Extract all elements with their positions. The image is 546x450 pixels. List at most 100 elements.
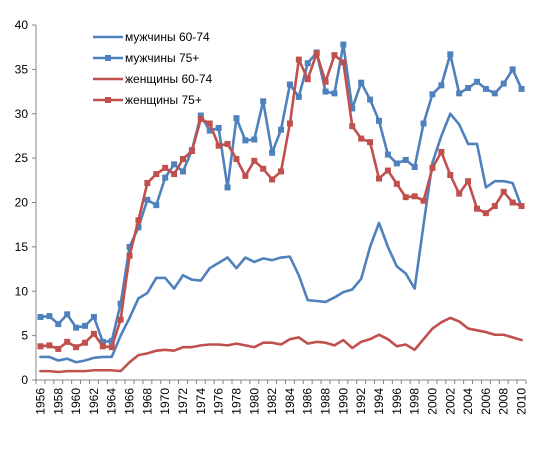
x-tick-label: 2000 xyxy=(425,388,439,415)
data-point xyxy=(500,188,507,195)
y-tick-label: 15 xyxy=(15,240,29,254)
x-tick-label: 1982 xyxy=(265,388,279,415)
x-tick-label: 1968 xyxy=(140,388,154,415)
data-point xyxy=(251,136,258,143)
data-point xyxy=(447,171,454,178)
series-3 xyxy=(39,316,523,374)
data-point xyxy=(233,156,240,163)
data-point xyxy=(367,139,374,146)
data-point xyxy=(260,165,267,172)
data-point xyxy=(286,120,293,127)
data-point xyxy=(358,79,365,86)
data-point xyxy=(99,338,106,345)
data-point xyxy=(269,176,276,183)
data-point xyxy=(393,160,400,167)
data-point xyxy=(482,210,489,217)
data-point xyxy=(180,168,186,175)
x-tick-label: 2006 xyxy=(479,388,493,415)
data-point xyxy=(126,243,133,250)
data-point xyxy=(144,179,151,186)
data-point xyxy=(420,197,427,204)
data-point xyxy=(376,117,382,124)
data-point xyxy=(331,52,338,59)
data-point xyxy=(313,50,320,57)
series-4 xyxy=(37,50,525,352)
x-tick-label: 1978 xyxy=(229,388,243,415)
x-tick-label: 1970 xyxy=(158,388,172,415)
data-point xyxy=(420,120,427,127)
data-point xyxy=(117,300,124,307)
data-point xyxy=(278,168,284,175)
legend-swatch-marker xyxy=(105,97,111,103)
data-point xyxy=(242,172,249,179)
data-point xyxy=(215,124,222,131)
y-tick-label: 10 xyxy=(15,284,29,298)
data-point xyxy=(162,174,169,181)
data-point xyxy=(73,344,80,351)
legend-label: женщины 75+ xyxy=(125,93,202,107)
data-point xyxy=(260,98,267,105)
x-tick-label: 1988 xyxy=(319,388,333,415)
data-point xyxy=(447,51,454,58)
data-point xyxy=(90,330,97,337)
data-point xyxy=(224,140,231,147)
series-layer xyxy=(37,41,525,374)
legend-label: женщины 60-74 xyxy=(125,72,213,86)
x-tick-label: 2010 xyxy=(515,388,529,415)
data-point xyxy=(402,156,409,163)
data-point xyxy=(509,66,516,73)
x-tick-label: 1956 xyxy=(33,388,47,415)
x-tick-label: 1986 xyxy=(301,388,315,415)
x-tick-label: 1974 xyxy=(194,388,208,415)
axes: 0 5 10 15 20 25 30 35 40 1956 1958 1960 1962 1964 1966… xyxy=(15,18,529,415)
data-point xyxy=(82,322,88,329)
legend-item-4: женщины 75+ xyxy=(93,93,202,107)
data-point xyxy=(367,96,374,103)
data-point xyxy=(242,137,249,144)
series-line xyxy=(39,316,523,374)
y-tick-label: 35 xyxy=(15,62,29,76)
data-point xyxy=(465,85,472,92)
data-point xyxy=(188,148,195,155)
data-point xyxy=(153,202,160,209)
y-tick-label: 5 xyxy=(21,329,28,343)
data-point xyxy=(64,311,71,318)
data-point xyxy=(197,116,204,123)
data-point xyxy=(55,321,62,328)
data-point xyxy=(295,56,302,63)
x-tick-label: 1966 xyxy=(123,388,137,415)
x-tick-label: 1992 xyxy=(354,388,368,415)
data-point xyxy=(64,338,71,345)
data-point xyxy=(500,80,507,87)
series-1 xyxy=(39,112,523,364)
y-tick-label: 0 xyxy=(21,373,28,387)
legend-label: мужчины 60-74 xyxy=(125,30,210,44)
x-tick-label: 1998 xyxy=(408,388,422,415)
data-point xyxy=(206,127,213,134)
data-point xyxy=(411,164,418,170)
x-tick-label: 1984 xyxy=(283,388,297,415)
data-point xyxy=(73,324,80,331)
data-point xyxy=(82,339,88,346)
data-point xyxy=(393,180,400,187)
x-tick-label: 1980 xyxy=(247,388,261,415)
data-point xyxy=(322,88,329,95)
data-point xyxy=(135,224,142,231)
x-tick-label: 1996 xyxy=(390,388,404,415)
x-tick-label: 2002 xyxy=(443,388,457,415)
data-point xyxy=(518,85,525,92)
x-tick-label: 1972 xyxy=(176,388,190,415)
y-tick-label: 20 xyxy=(15,196,29,210)
data-point xyxy=(429,91,436,98)
x-tick-label: 1976 xyxy=(212,388,226,415)
data-point xyxy=(278,126,284,133)
x-tick-label: 1960 xyxy=(69,388,83,415)
data-point xyxy=(171,161,178,168)
x-tick-label: 2004 xyxy=(461,388,475,415)
data-point xyxy=(474,78,480,85)
data-point xyxy=(349,105,356,112)
data-point xyxy=(46,342,53,349)
data-point xyxy=(456,90,463,97)
data-point xyxy=(99,343,106,350)
